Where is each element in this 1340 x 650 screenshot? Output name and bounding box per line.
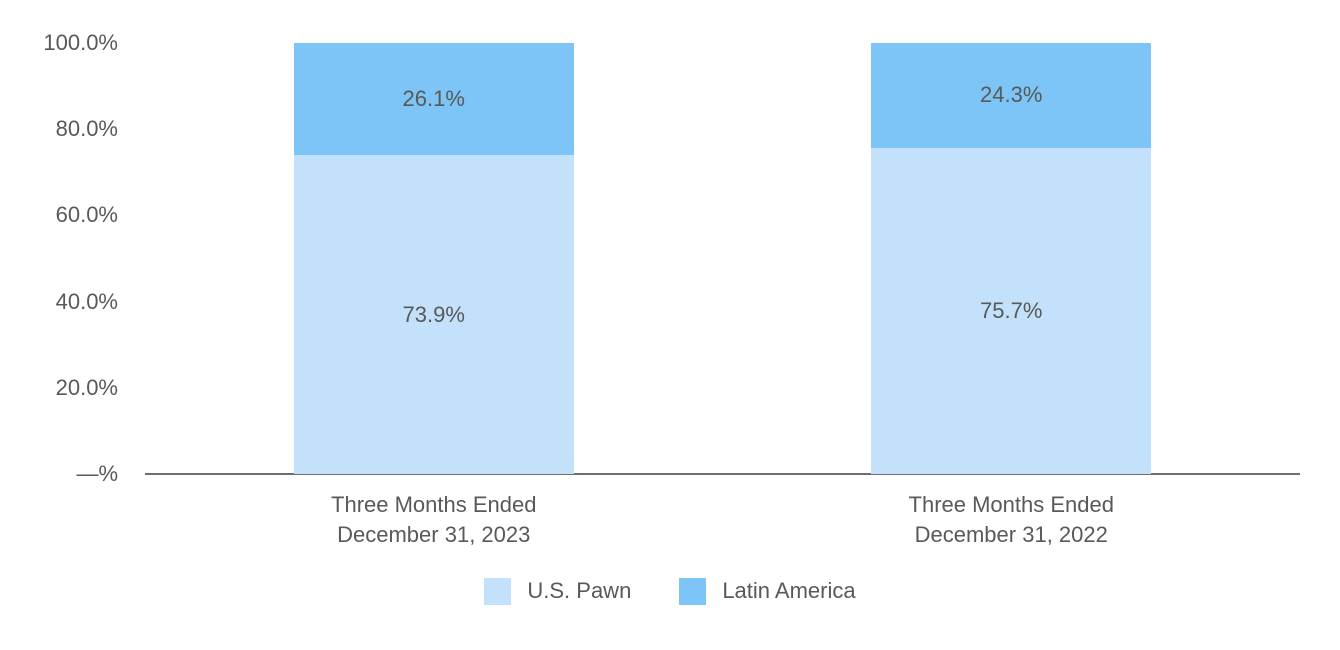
x-axis-category-line: Three Months Ended xyxy=(331,492,537,517)
legend-color-swatch-u-s-pawn xyxy=(484,577,512,605)
y-axis-tick-label: 60.0% xyxy=(55,202,118,228)
bar-value-label: 73.9% xyxy=(402,301,465,327)
bar-segment-latin-america xyxy=(293,43,574,156)
bar-segment-u-s-pawn xyxy=(871,147,1152,474)
y-axis-tick-label: 80.0% xyxy=(55,116,118,142)
y-axis-tick-label: 20.0% xyxy=(55,374,118,400)
legend-color-swatch-latin-america xyxy=(679,577,707,605)
legend-label: Latin America xyxy=(722,578,856,603)
legend-item-u-s-pawn: U.S. Pawn xyxy=(484,577,632,605)
bar-value-label: 24.3% xyxy=(980,82,1043,108)
bar-segment-latin-america xyxy=(871,43,1152,148)
bar-value-label: 75.7% xyxy=(980,297,1043,323)
legend-label: U.S. Pawn xyxy=(527,578,632,603)
x-axis-category-label: Three Months Ended December 31, 2022 xyxy=(811,490,1211,550)
legend: U.S. Pawn Latin America xyxy=(0,577,1340,605)
x-axis-line xyxy=(145,473,1300,475)
bar-value-label: 26.1% xyxy=(402,86,465,112)
y-axis-tick-label: 100.0% xyxy=(43,30,118,55)
y-axis-tick-label: 40.0% xyxy=(55,288,118,314)
x-axis-category-line: Three Months Ended xyxy=(908,492,1114,517)
x-axis-category-line: December 31, 2022 xyxy=(914,522,1108,547)
x-axis-category-line: December 31, 2023 xyxy=(337,522,531,547)
y-axis-tick-label: —% xyxy=(76,461,118,486)
x-axis-category-label: Three Months Ended December 31, 2023 xyxy=(234,490,634,550)
legend-item-latin-america: Latin America xyxy=(679,577,856,605)
bar-segment-u-s-pawn xyxy=(293,155,574,474)
